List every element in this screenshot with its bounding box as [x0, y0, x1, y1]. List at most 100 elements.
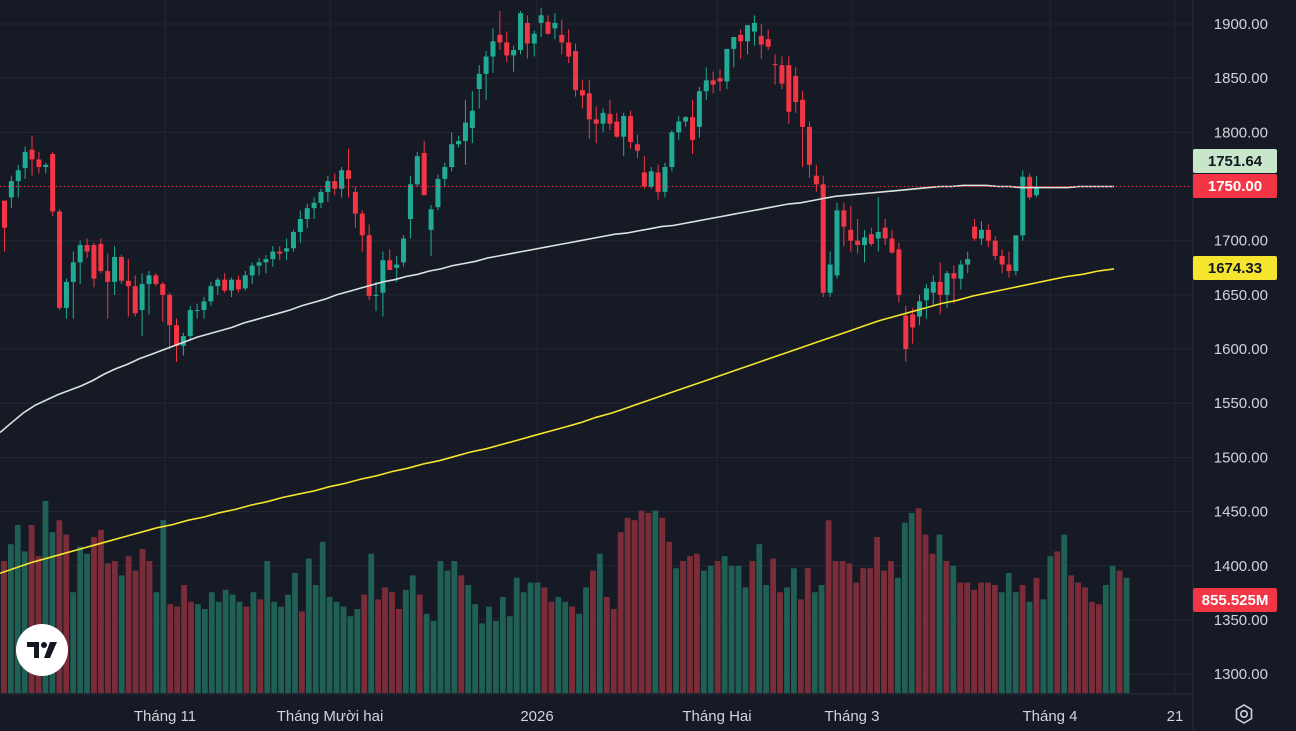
candle-body: [359, 213, 365, 236]
price-tag: 1674.33: [1193, 256, 1277, 280]
candle-body: [284, 248, 290, 252]
candle-body: [504, 42, 510, 56]
candle-body: [325, 181, 331, 192]
volume-bar: [49, 532, 56, 693]
candle-body: [628, 116, 634, 143]
volume-bar: [63, 534, 70, 693]
volume-bar: [486, 606, 492, 693]
candle: [600, 108, 606, 133]
volume-bar: [1054, 551, 1061, 693]
candle-body: [566, 42, 572, 57]
candle: [889, 229, 895, 254]
candle-body: [758, 35, 764, 45]
candle: [504, 31, 510, 62]
volume-bar: [901, 522, 908, 693]
price-tag: 855.525M: [1193, 588, 1277, 612]
volume-bar: [125, 556, 132, 693]
candle: [263, 254, 269, 274]
candle: [868, 227, 874, 247]
volume-bar: [305, 558, 312, 693]
candle: [462, 99, 468, 165]
candle-body: [91, 245, 97, 279]
volume-bar: [943, 561, 950, 693]
candle: [167, 292, 173, 350]
candle: [545, 15, 551, 35]
time-axis[interactable]: Tháng 11 Tháng Mười hai 2026 Tháng Hai Tháng…: [134, 708, 1183, 725]
volume-bar: [347, 616, 354, 693]
candle-body: [972, 226, 978, 239]
volume-bar: [1047, 556, 1054, 693]
candle: [194, 303, 200, 319]
candle-body: [1006, 264, 1012, 272]
candle-body: [765, 39, 771, 47]
candle-body: [401, 238, 407, 263]
volume-bar: [479, 623, 485, 693]
price-axis[interactable]: 1900.001850.001800.001750.001700.001650.…: [1214, 16, 1268, 683]
candle-body: [813, 175, 819, 185]
candle: [806, 121, 812, 178]
volume-bar: [527, 582, 534, 693]
volume-bar: [499, 597, 506, 693]
candle-body: [249, 265, 255, 276]
candle-body: [366, 235, 372, 296]
price-tag: 1750.00: [1193, 174, 1277, 198]
price-tick-label: 1300.00: [1214, 666, 1268, 683]
candle-body: [229, 279, 235, 291]
candle-body: [573, 51, 579, 91]
candle: [118, 254, 124, 285]
volume-bar: [153, 592, 160, 693]
volume-bar: [160, 520, 167, 693]
volume-bar: [1109, 565, 1116, 693]
volume-bar: [416, 594, 423, 693]
volume-bar: [541, 587, 548, 693]
candle-body: [469, 110, 475, 129]
volume-bar: [749, 561, 756, 693]
candle-body: [105, 271, 111, 282]
candle-body: [2, 200, 7, 228]
candle-body: [703, 80, 709, 92]
candle: [731, 37, 737, 68]
tradingview-logo-icon[interactable]: [16, 624, 68, 676]
candle-body: [1020, 176, 1026, 236]
price-tag-label: 855.525M: [1202, 592, 1269, 609]
candle: [98, 238, 104, 274]
candle: [965, 251, 971, 274]
candle: [22, 146, 28, 179]
price-tick-label: 1550.00: [1214, 395, 1268, 412]
settings-gear-icon[interactable]: [1232, 702, 1256, 726]
price-tick-label: 1900.00: [1214, 16, 1268, 33]
volume-bar: [14, 525, 21, 693]
volume-bar: [444, 570, 451, 693]
volume-bar: [292, 573, 298, 693]
volume-bar: [423, 613, 430, 693]
volume-bar: [188, 601, 194, 693]
candle-body: [1034, 186, 1039, 196]
candle: [690, 99, 695, 155]
candle-body: [800, 99, 806, 127]
candle-body: [63, 281, 69, 308]
candle-body: [380, 260, 386, 293]
volume-bar: [1082, 587, 1088, 693]
volume-bar: [534, 582, 541, 693]
volume-bar: [243, 606, 250, 693]
time-tick-label: Tháng 11: [134, 708, 196, 725]
volume-bar: [84, 553, 90, 693]
volume-bar: [451, 561, 458, 693]
candle-body: [373, 294, 379, 296]
volume-bar: [1116, 570, 1123, 693]
volume-bar: [1019, 585, 1026, 693]
volume-bar: [77, 546, 84, 693]
time-tick-label: Tháng 3: [824, 708, 879, 725]
volume-bar: [368, 553, 375, 693]
volume-bar: [978, 582, 984, 693]
candle-body: [187, 310, 193, 337]
volume-bar: [985, 582, 991, 693]
candle: [112, 246, 118, 295]
candle-body: [841, 210, 847, 227]
candle-body: [118, 256, 124, 281]
candle-body: [579, 90, 585, 96]
candle: [738, 29, 744, 59]
candle: [724, 48, 730, 90]
candle: [978, 221, 984, 246]
